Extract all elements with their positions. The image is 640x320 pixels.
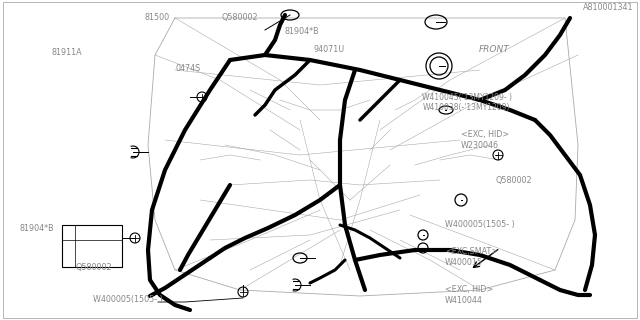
Text: W410045('13MY1209- ): W410045('13MY1209- ) [422,93,513,102]
Text: FRONT: FRONT [479,45,509,54]
Text: W400005(1505- ): W400005(1505- ) [445,220,515,228]
Text: <EXC, HID>: <EXC, HID> [445,285,493,294]
Text: 81911A: 81911A [52,48,83,57]
Text: W410044: W410044 [445,296,483,305]
Text: <EXC,SMAT>: <EXC,SMAT> [445,247,498,256]
Text: A810001341: A810001341 [583,4,634,12]
Text: W400015: W400015 [445,258,483,267]
Text: Q580002: Q580002 [496,176,532,185]
Text: 81904*B: 81904*B [20,224,54,233]
Text: W400005(1505- ): W400005(1505- ) [93,295,163,304]
Text: 94071U: 94071U [314,45,345,54]
Text: Q580002: Q580002 [76,263,112,272]
Text: W410038(-'13MY1209): W410038(-'13MY1209) [422,103,510,112]
Text: <EXC, HID>: <EXC, HID> [461,130,509,139]
Text: 0474S: 0474S [176,64,201,73]
Text: W230046: W230046 [461,141,499,150]
Text: Q580002: Q580002 [221,13,259,22]
Text: 81500: 81500 [144,13,170,22]
Text: 81904*B: 81904*B [285,28,319,36]
